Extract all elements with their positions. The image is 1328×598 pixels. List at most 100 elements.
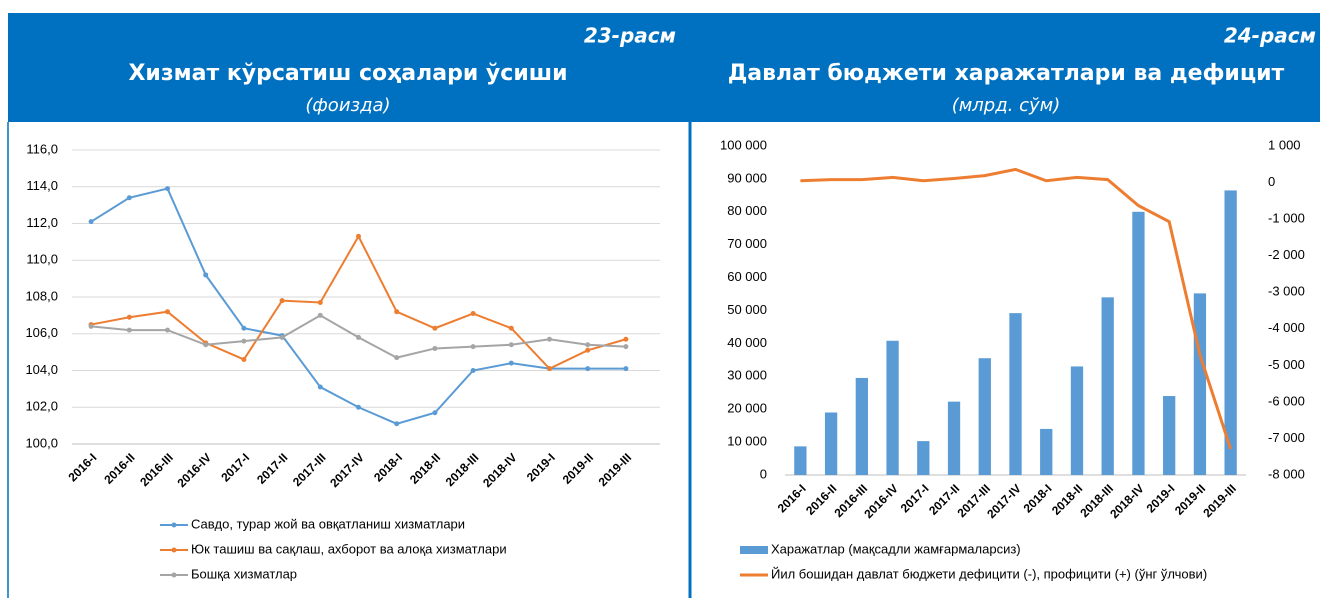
- point: [317, 384, 323, 390]
- point: [165, 186, 170, 192]
- x-tick-label: 2019-II: [560, 450, 596, 486]
- point: [356, 404, 361, 410]
- y-tick-label: 108,0: [25, 288, 58, 303]
- point: [547, 336, 552, 342]
- series-line: [90, 234, 627, 370]
- x-tick-label: 2019-III: [596, 450, 635, 489]
- figure-label: 24-расм: [1224, 24, 1316, 48]
- x-tick-label: 2017-III: [290, 450, 329, 489]
- bar: [1163, 396, 1176, 475]
- bar: [1132, 211, 1145, 476]
- legend-marker: [171, 572, 177, 578]
- y-tick-label: 70 000: [727, 236, 767, 251]
- point: [241, 338, 247, 344]
- y-tick-label: 106,0: [25, 325, 58, 340]
- bar: [978, 358, 991, 475]
- y2-tick-label: 0: [1268, 174, 1275, 189]
- bar: [1009, 313, 1022, 475]
- y-tick-label: 50 000: [727, 302, 767, 317]
- point: [88, 323, 94, 329]
- point: [470, 344, 476, 350]
- x-tick-label: 2018-II: [407, 450, 443, 486]
- x-tick-label: 2018-I: [371, 450, 405, 484]
- y-tick-label: 100 000: [720, 137, 767, 152]
- chart-title: Давлат бюджети харажатлари ва дефицит: [728, 61, 1285, 86]
- y-tick-label: 10 000: [727, 434, 767, 449]
- point: [203, 272, 209, 278]
- point: [165, 327, 170, 333]
- x-tick-label: 2019-III: [1200, 481, 1239, 520]
- y-tick-label: 104,0: [25, 362, 58, 377]
- legend-label: Бошқа хизматлар: [191, 566, 297, 581]
- chart-title: Хизмат кўрсатиш соҳалари ўсиши: [128, 61, 567, 86]
- bar: [794, 446, 807, 475]
- legend-marker: [171, 522, 177, 528]
- point: [432, 325, 438, 331]
- point: [432, 410, 438, 416]
- figure-label: 23-расм: [584, 24, 676, 48]
- point: [585, 366, 591, 372]
- y-tick-label: 90 000: [727, 170, 767, 185]
- point: [623, 344, 629, 350]
- y2-tick-label: -4 000: [1268, 320, 1305, 335]
- point: [394, 421, 400, 427]
- legend-label: Харажатлар (мақсадли жамғармаларсиз): [771, 541, 1021, 556]
- y2-tick-label: -3 000: [1268, 284, 1305, 299]
- x-tick-label: 2017-IV: [984, 481, 1024, 521]
- point: [394, 309, 400, 315]
- x-tick-label: 2017-I: [218, 450, 252, 484]
- x-tick-label: 2017-IV: [327, 450, 367, 490]
- x-tick-label: 2016-IV: [861, 481, 901, 521]
- x-tick-label: 2016-II: [101, 450, 137, 486]
- point: [432, 345, 438, 351]
- y-tick-label: 30 000: [727, 368, 767, 383]
- point: [585, 342, 591, 348]
- x-tick-label: 2018-I: [1021, 481, 1055, 515]
- chart-subtitle: (млрд. сўм): [952, 95, 1061, 116]
- point: [547, 366, 552, 372]
- x-tick-label: 2017-I: [898, 481, 932, 515]
- point: [126, 327, 132, 333]
- y-tick-label: 110,0: [26, 252, 58, 267]
- legend-marker: [171, 547, 177, 553]
- legend-label: Йил бошидан давлат бюджети дефицити (-),…: [771, 566, 1207, 581]
- point: [279, 334, 285, 340]
- point: [470, 368, 476, 373]
- y2-tick-label: -5 000: [1268, 357, 1305, 372]
- bar: [886, 340, 899, 475]
- point: [623, 336, 629, 342]
- point: [317, 312, 323, 318]
- x-tick-label: 2016-I: [775, 481, 809, 515]
- header-band: [8, 13, 1320, 122]
- point: [508, 342, 514, 348]
- point: [241, 356, 247, 362]
- chart-subtitle: (фоизда): [305, 95, 390, 116]
- x-tick-label: 2017-II: [254, 450, 290, 486]
- y-tick-label: 0: [760, 466, 767, 481]
- legend-swatch: [740, 546, 768, 554]
- x-tick-label: 2019-I: [1144, 481, 1178, 515]
- bar: [1070, 366, 1084, 475]
- point: [126, 195, 132, 201]
- y-tick-label: 114,0: [26, 178, 58, 193]
- bar: [855, 377, 868, 475]
- y2-tick-label: 1 000: [1268, 137, 1301, 152]
- bar: [1040, 428, 1053, 475]
- x-tick-label: 2016-IV: [174, 450, 214, 490]
- bar: [824, 412, 838, 475]
- point: [508, 360, 514, 366]
- point: [585, 347, 591, 353]
- point: [317, 300, 323, 306]
- bar: [1101, 297, 1114, 475]
- y-tick-label: 112,0: [26, 215, 58, 230]
- y-tick-label: 102,0: [25, 399, 58, 414]
- y2-tick-label: -6 000: [1268, 393, 1305, 408]
- y-tick-label: 20 000: [727, 401, 767, 416]
- point: [623, 366, 629, 372]
- y2-tick-label: -7 000: [1268, 430, 1305, 445]
- point: [126, 314, 132, 320]
- legend-label: Юк ташиш ва сақлаш, ахборот ва алоқа хиз…: [191, 541, 507, 556]
- bar: [1224, 190, 1237, 476]
- point: [241, 325, 247, 331]
